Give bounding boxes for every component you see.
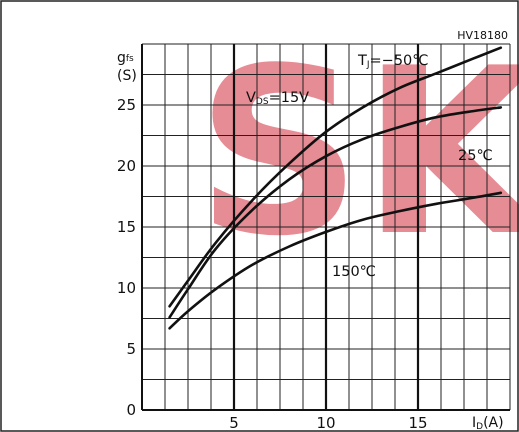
y-tick-label: 25 <box>117 96 136 114</box>
x-tick-label: 10 <box>316 414 335 432</box>
curves <box>168 46 503 330</box>
x-tick-label: 15 <box>408 414 427 432</box>
watermark-text: SKI <box>196 20 519 287</box>
x-axis-label: ID(A) <box>472 415 504 432</box>
series-line-1 <box>168 106 503 319</box>
y-tick-label: 10 <box>117 279 136 297</box>
series-label-2: 150℃ <box>332 264 376 280</box>
y-tick-label: 15 <box>117 218 136 236</box>
watermark: SKI <box>196 20 519 287</box>
series-label-1: 25℃ <box>458 148 493 164</box>
x-tick-label: 5 <box>229 414 239 432</box>
condition-label: VDS=15V <box>246 90 309 107</box>
series-line-0 <box>168 46 503 308</box>
labels: 0 5 10 15 20 25 5 10 15 gfs (S) ID(A) VDS=15V HV18180… <box>117 29 508 432</box>
series-label-0: TJ=−50℃ <box>357 53 429 70</box>
y-tick-label: 5 <box>126 340 136 358</box>
figure-id: HV18180 <box>457 29 508 42</box>
grid <box>141 43 511 411</box>
y-axis-label: gfs <box>117 50 134 66</box>
y-tick-label: 0 <box>126 401 136 419</box>
y-axis-unit: (S) <box>117 68 137 84</box>
y-tick-label: 20 <box>117 157 136 175</box>
series-line-2 <box>168 191 503 330</box>
